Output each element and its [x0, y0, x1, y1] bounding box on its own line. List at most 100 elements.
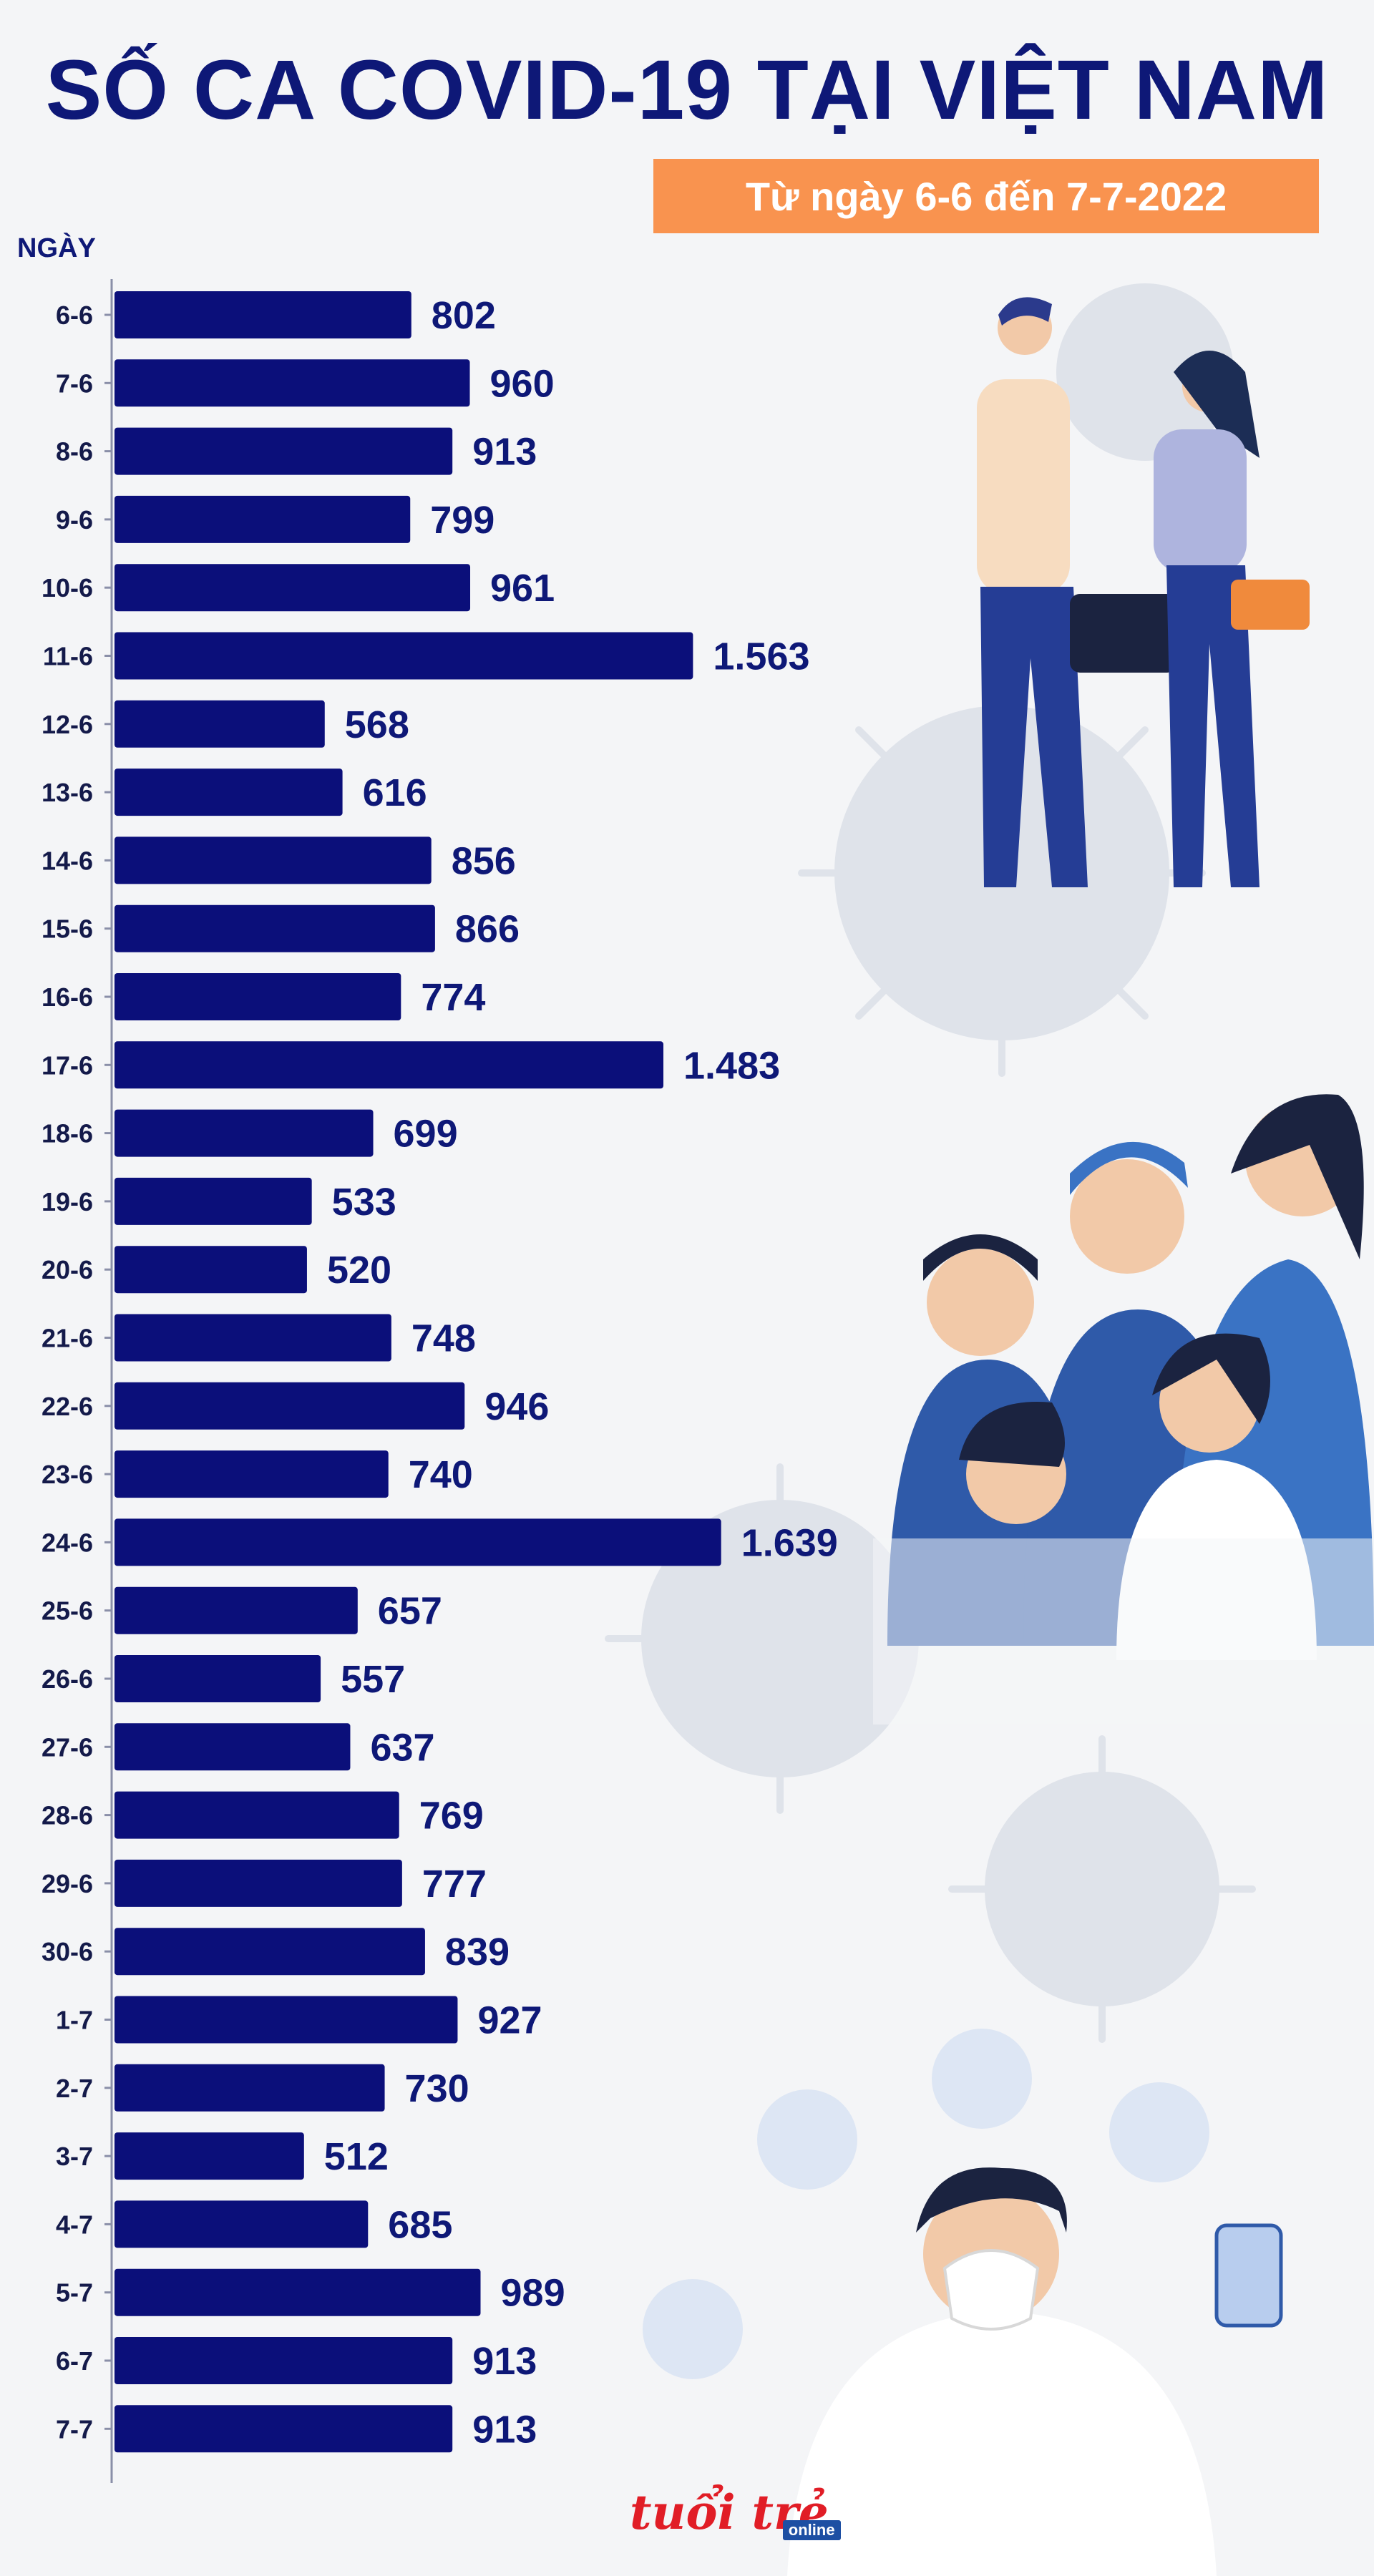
- category-label: 22-6: [42, 1392, 93, 1421]
- data-label: 1.639: [741, 1521, 838, 1564]
- category-label: 6-7: [56, 2346, 93, 2376]
- data-label: 799: [430, 499, 494, 542]
- bar: [114, 1041, 664, 1089]
- category-label: 19-6: [42, 1187, 93, 1216]
- data-label: 774: [421, 976, 485, 1019]
- category-label: 1-7: [56, 2006, 93, 2035]
- data-label: 699: [394, 1113, 458, 1156]
- category-label: 20-6: [42, 1255, 93, 1284]
- category-label: 12-6: [42, 710, 93, 739]
- category-label: 4-7: [56, 2210, 93, 2239]
- bar: [114, 1859, 402, 1907]
- category-label: 21-6: [42, 1324, 93, 1353]
- data-label: 913: [472, 2340, 537, 2383]
- bar: [114, 1177, 312, 1225]
- data-label: 856: [452, 839, 516, 882]
- bar: [114, 1450, 389, 1498]
- bar: [114, 632, 693, 680]
- data-label: 989: [501, 2272, 565, 2315]
- doctor-illustration: [643, 2029, 1283, 2576]
- bar: [114, 836, 432, 884]
- bar: [114, 973, 401, 1020]
- data-label: 960: [490, 362, 555, 405]
- bar: [114, 1655, 321, 1702]
- category-label: 5-7: [56, 2278, 93, 2308]
- logo-sub-text: online: [782, 2520, 841, 2540]
- bar: [114, 700, 325, 748]
- bar: [114, 495, 411, 543]
- category-label: 29-6: [42, 1869, 93, 1898]
- category-label: 14-6: [42, 846, 93, 875]
- category-label: 10-6: [42, 573, 93, 602]
- category-label: 24-6: [42, 1528, 93, 1557]
- bar: [114, 564, 471, 612]
- category-label: 27-6: [42, 1732, 93, 1762]
- bar: [114, 1996, 458, 2044]
- bar: [114, 2337, 453, 2384]
- category-label: 28-6: [42, 1801, 93, 1830]
- bar: [114, 291, 411, 338]
- bar: [114, 1109, 374, 1157]
- category-label: 6-6: [56, 301, 93, 330]
- category-label: 2-7: [56, 2074, 93, 2103]
- data-label: 557: [341, 1658, 405, 1701]
- data-label: 913: [472, 2408, 537, 2451]
- data-label: 637: [370, 1726, 434, 1769]
- data-label: 1.483: [683, 1044, 780, 1087]
- brand-logo: tuổi trẻ online: [630, 2489, 841, 2540]
- bar: [114, 904, 435, 952]
- bar: [114, 1928, 425, 1976]
- data-label: 961: [490, 567, 555, 610]
- bar: [114, 769, 343, 816]
- bar: [114, 1314, 391, 1362]
- data-label: 533: [332, 1181, 396, 1224]
- category-label: 9-6: [56, 505, 93, 535]
- category-label: 3-7: [56, 2142, 93, 2171]
- data-label: 1.563: [713, 635, 809, 678]
- date-range-badge: Từ ngày 6-6 đến 7-7-2022: [653, 159, 1319, 233]
- category-label: 7-6: [56, 369, 93, 398]
- data-label: 616: [363, 771, 427, 814]
- data-label: 740: [409, 1453, 473, 1496]
- category-label: 7-7: [56, 2414, 93, 2444]
- bar: [114, 1723, 351, 1771]
- category-label: 18-6: [42, 1119, 93, 1148]
- category-label: 15-6: [42, 914, 93, 944]
- bar: [114, 2064, 385, 2112]
- bar: [114, 1791, 399, 1839]
- data-label: 839: [445, 1931, 510, 1974]
- data-label: 866: [455, 908, 520, 951]
- data-label: 927: [477, 1999, 542, 2042]
- data-label: 657: [378, 1590, 442, 1633]
- bar: [114, 2405, 453, 2453]
- data-label: 777: [422, 1863, 487, 1906]
- category-label: 30-6: [42, 1937, 93, 1966]
- data-label: 730: [405, 2067, 469, 2110]
- category-label: 17-6: [42, 1050, 93, 1080]
- data-label: 685: [388, 2203, 452, 2246]
- data-label: 748: [411, 1317, 476, 1360]
- bar: [114, 1518, 721, 1566]
- couple-illustration: [977, 297, 1310, 887]
- data-label: 769: [419, 1795, 484, 1838]
- category-label: 11-6: [43, 642, 93, 671]
- data-label: 568: [345, 703, 409, 746]
- data-label: 520: [327, 1249, 391, 1292]
- category-label: 13-6: [42, 778, 93, 807]
- category-label: 16-6: [42, 982, 93, 1012]
- bar: [114, 2268, 481, 2316]
- y-axis-label: NGÀY: [17, 233, 96, 263]
- bar: [114, 2200, 369, 2248]
- category-label: 25-6: [42, 1596, 93, 1626]
- data-label: 512: [324, 2135, 389, 2178]
- bar: [114, 1382, 465, 1430]
- data-label: 913: [472, 431, 537, 474]
- bar: [114, 2132, 304, 2180]
- crowd-illustration: [873, 1094, 1374, 1724]
- bar: [114, 1586, 358, 1634]
- data-label: 946: [484, 1385, 549, 1428]
- category-label: 26-6: [42, 1664, 93, 1694]
- page-title: SỐ CA COVID-19 TẠI VIỆT NAM: [45, 43, 1329, 137]
